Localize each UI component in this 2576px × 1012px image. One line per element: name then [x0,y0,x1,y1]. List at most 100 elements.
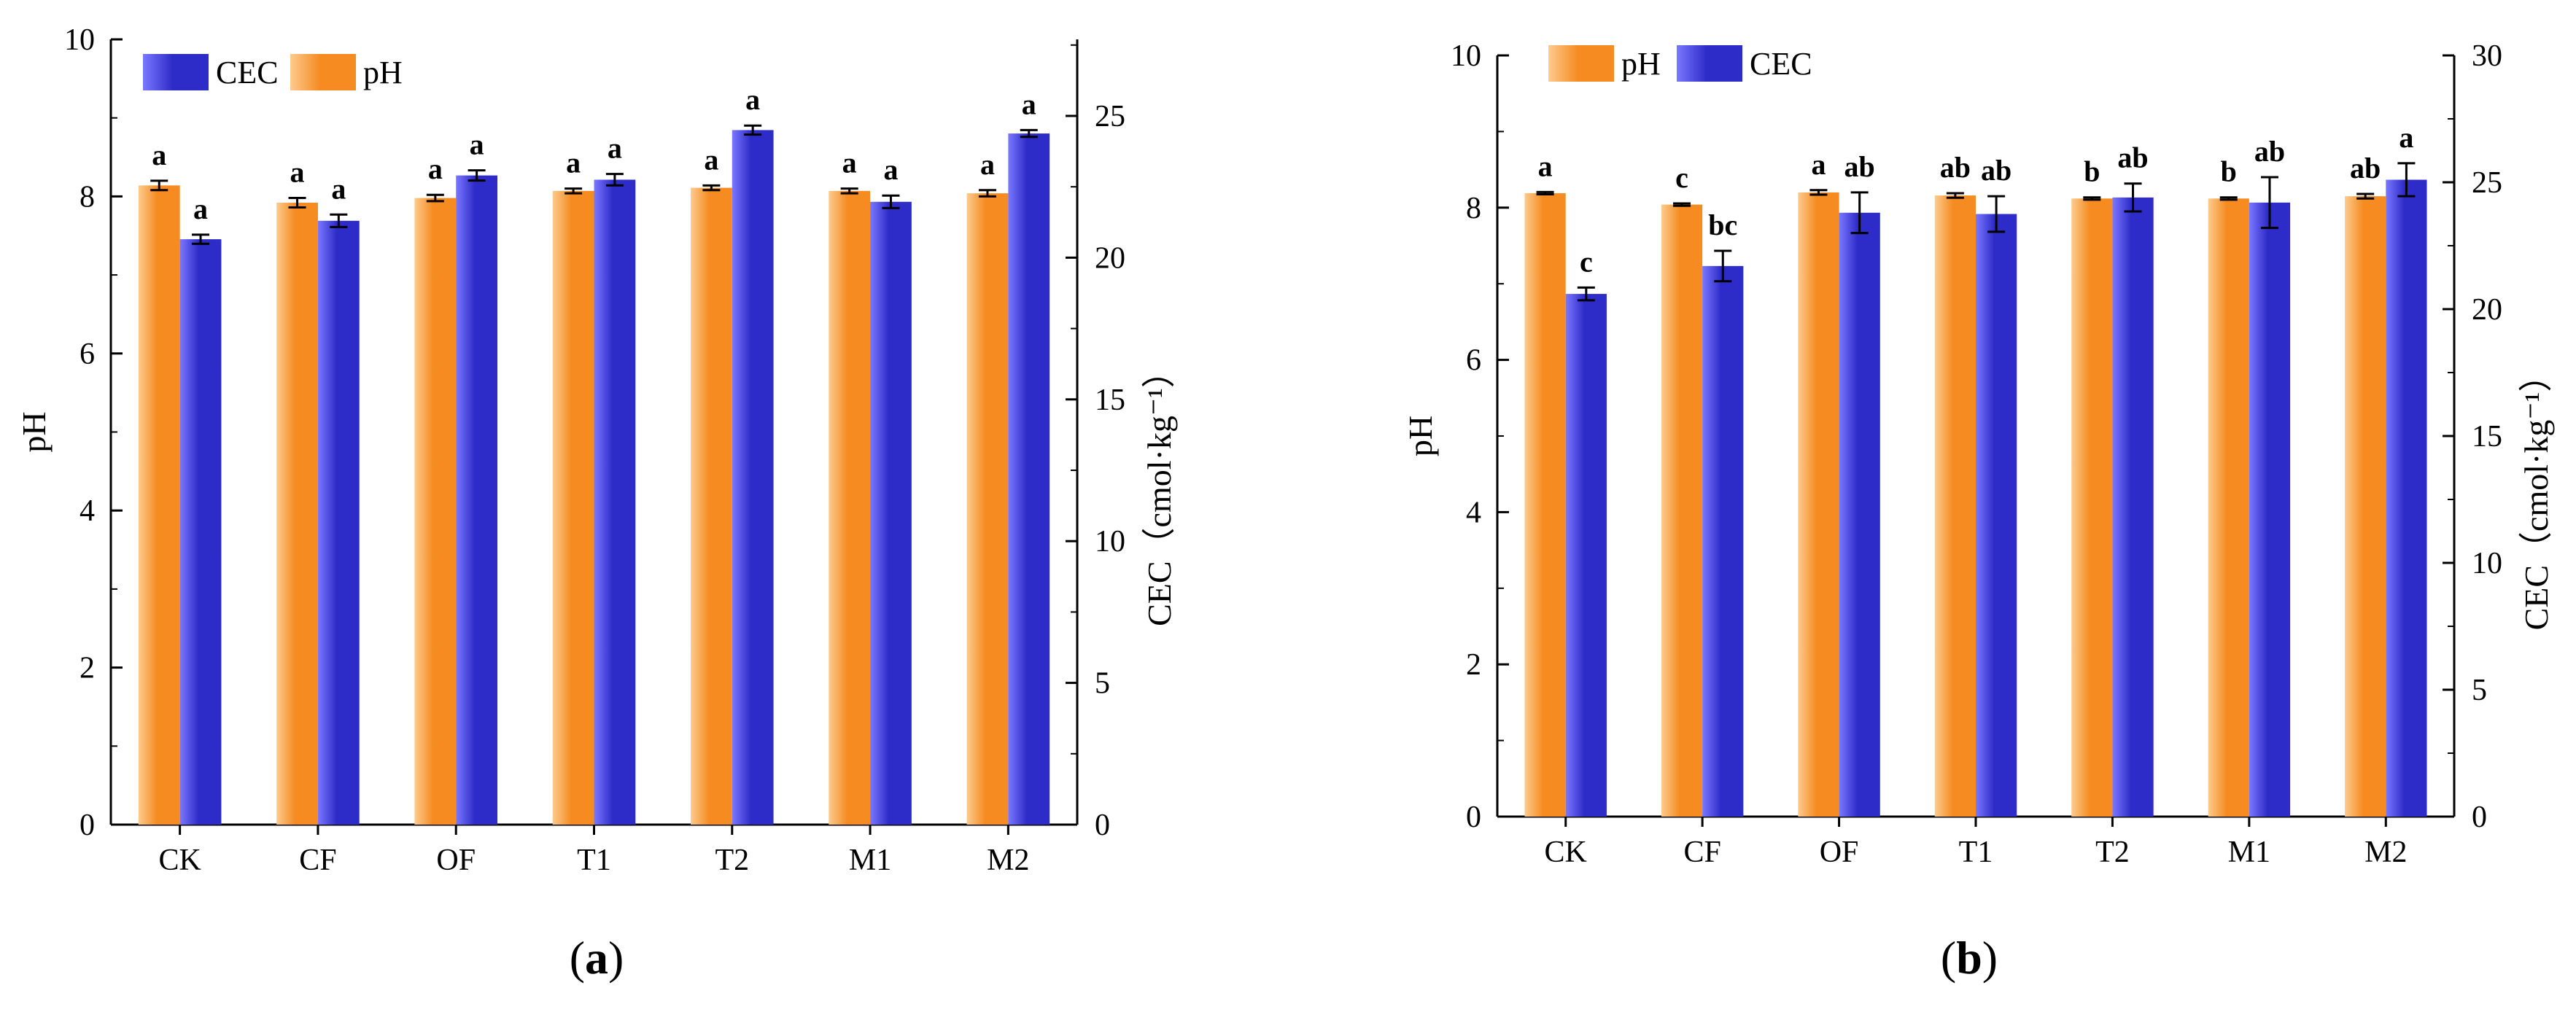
significance-label: a [1538,149,1553,182]
bar-cec-of [1839,212,1880,817]
significance-label: b [2084,155,2100,188]
legend-swatch-cec [1677,45,1742,82]
x-tick-label: M2 [987,844,1029,877]
panel-label-letter: a [585,932,608,984]
right-tick-label: 25 [1095,100,1125,133]
left-tick-label: 2 [79,652,95,685]
bar-ph-t2 [691,187,732,825]
right-tick-label: 5 [1095,667,1110,701]
bar-cec-m1 [2249,202,2291,817]
bar-ph-t2 [2071,198,2113,817]
bar-cec-cf [317,220,360,825]
significance-label: a [470,128,484,161]
legend-label-ph: pH [363,55,403,90]
left-tick-label: 10 [64,23,95,57]
panel-label-close: ) [1982,932,1998,984]
significance-label: a [1022,87,1036,120]
x-tick-label: OF [436,844,476,877]
legend-swatch-cec [143,54,209,90]
right-tick-label: 15 [2472,420,2502,454]
significance-label: a [566,147,581,179]
legend-swatch-ph [290,54,356,90]
bar-cec-m2 [2386,179,2427,817]
significance-label: a [2399,121,2413,154]
bar-cec-t2 [2112,197,2154,817]
right-tick-label: 25 [2472,166,2502,200]
significance-label: a [331,172,346,205]
legend-label-cec: CEC [216,55,279,90]
bar-cec-ck [179,239,222,825]
bar-ph-m1 [2208,198,2249,817]
panel-label: (b) [1941,932,1998,984]
x-tick-label: CK [1545,836,1587,869]
panel-label: (a) [570,932,624,984]
significance-label: a [290,156,305,189]
right-tick-label: 20 [1095,241,1125,275]
left-tick-label: 4 [79,494,95,528]
x-tick-label: M1 [849,844,891,877]
significance-label: c [1675,161,1688,194]
left-tick-label: 6 [79,338,95,371]
legend-swatch-ph [1548,45,1614,82]
bar-ph-cf [1661,204,1703,817]
panel-label-open: ( [570,932,585,984]
right-tick-label: 30 [2472,39,2502,73]
significance-label: a [428,152,443,185]
bar-cec-m2 [1008,133,1050,825]
significance-label: ab [2350,152,2381,184]
significance-label: ab [2117,141,2148,174]
bar-ph-m2 [2345,196,2386,817]
significance-label: a [704,143,718,176]
significance-label: b [2221,155,2237,188]
left-tick-label: 8 [79,180,95,214]
panel-b: 0 2 4 6 8 10 0 5 10 15 20 25 30 pH CEC（cmol·kg⁻¹） CK a c C… [1402,39,2555,984]
significance-label: a [152,139,166,171]
bar-cec-t2 [732,130,774,825]
left-tick-label: 6 [1466,344,1481,378]
right-tick-label: 0 [1095,809,1110,842]
x-tick-label: T2 [715,844,749,877]
bar-ph-ck [138,185,180,825]
legend-label-ph: pH [1621,46,1661,82]
right-tick-label: 10 [1095,525,1125,558]
significance-label: a [608,132,622,165]
significance-label: ab [1940,151,1971,184]
right-tick-label: 20 [2472,293,2502,327]
x-tick-label: CK [158,844,201,877]
bar-ph-of [414,198,457,825]
bar-ph-m1 [829,190,871,825]
significance-label: a [193,192,208,225]
left-tick-label: 0 [79,809,95,842]
significance-label: a [842,147,857,179]
significance-label: a [980,148,995,181]
right-tick-label: 15 [1095,384,1125,417]
bar-cec-m1 [870,201,912,825]
y-axis-title: pH [1402,416,1439,456]
right-tick-label: 10 [2472,547,2502,580]
bar-ph-of [1798,192,1839,817]
right-tick-label: 5 [2472,674,2487,707]
y2-axis-title: CEC（cmol·kg⁻¹） [2518,359,2555,631]
left-tick-label: 0 [1466,801,1481,834]
y-axis-title: pH [15,411,53,452]
x-tick-label: T2 [2095,836,2130,869]
x-tick-label: T1 [1959,836,1993,869]
bar-ph-cf [276,203,318,825]
x-tick-label: OF [1820,836,1859,869]
significance-label: ab [1844,150,1875,183]
left-tick-label: 4 [1466,496,1481,529]
x-tick-label: M2 [2364,836,2407,869]
right-tick-label: 0 [2472,801,2487,834]
bar-ph-t1 [552,190,594,825]
bar-cec-t1 [1976,214,2017,817]
bar-ph-ck [1524,192,1566,817]
legend: CEC pH [143,54,403,90]
significance-label: a [745,83,760,116]
y2-axis-title: CEC（cmol·kg⁻¹） [1141,354,1178,626]
x-tick-label: T1 [577,844,611,877]
bar-cec-of [456,175,497,825]
bar-cec-ck [1565,294,1607,817]
left-tick-label: 8 [1466,192,1481,225]
